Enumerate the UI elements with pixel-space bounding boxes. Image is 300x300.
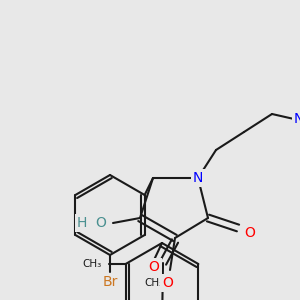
Text: CH₃: CH₃ bbox=[82, 259, 101, 269]
Text: Br: Br bbox=[102, 275, 118, 289]
Text: O: O bbox=[244, 226, 255, 240]
Text: N: N bbox=[193, 171, 203, 185]
Text: CH₃: CH₃ bbox=[144, 278, 164, 288]
Text: O: O bbox=[148, 260, 159, 274]
Text: O: O bbox=[96, 216, 106, 230]
Text: N: N bbox=[294, 112, 300, 126]
Text: O: O bbox=[163, 276, 173, 290]
Text: H: H bbox=[77, 216, 87, 230]
